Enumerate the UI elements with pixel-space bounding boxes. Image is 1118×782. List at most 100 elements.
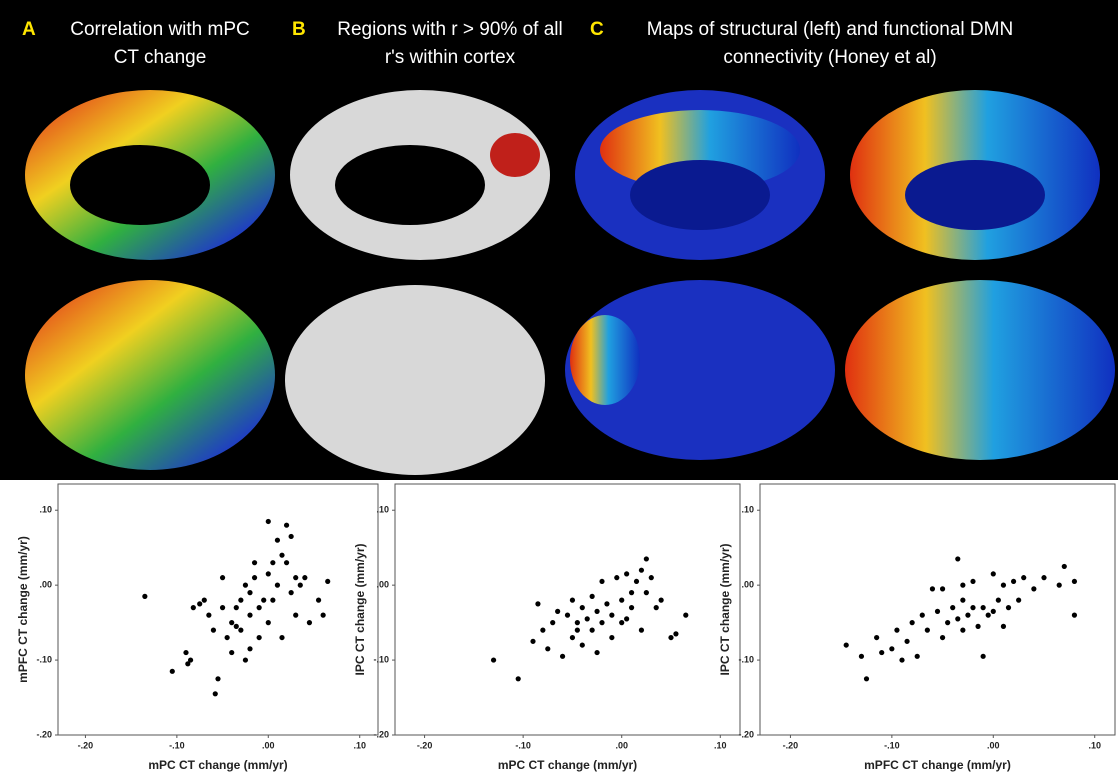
y-tick-label: .00	[741, 580, 754, 590]
scatter-point	[899, 657, 905, 663]
y-axis-label: IPC CT change (mm/yr)	[353, 543, 367, 675]
scatter-point	[279, 552, 285, 558]
scatter-point	[238, 597, 244, 603]
scatter-point	[960, 597, 966, 603]
scatter-point	[939, 586, 946, 592]
scatter-point	[283, 522, 290, 528]
scatter-point	[579, 605, 585, 611]
x-tick-label: -.10	[169, 740, 185, 750]
scatter-point	[297, 582, 303, 588]
scatter-point	[247, 646, 253, 652]
x-tick-label: -.10	[515, 740, 531, 750]
scatter-point	[206, 612, 212, 618]
scatter-point	[550, 620, 556, 626]
scatter-point	[633, 578, 640, 585]
scatter-point	[215, 676, 221, 682]
scatter-point	[251, 560, 258, 566]
scatter-point	[638, 627, 645, 633]
scatter-point	[843, 642, 849, 648]
scatter-point	[894, 627, 900, 633]
scatter-point	[609, 612, 615, 618]
scatter-point	[594, 649, 600, 656]
scatter-point	[279, 634, 285, 641]
scatter-point	[995, 597, 1001, 603]
scatter-point	[261, 597, 267, 603]
panel-title: Regions with r > 90% of all	[337, 19, 562, 40]
x-tick-label: .10	[714, 740, 727, 750]
scatter-point	[229, 620, 235, 626]
y-tick-label: .00	[376, 580, 389, 590]
scatter-point	[256, 605, 262, 611]
scatter-point	[274, 582, 281, 588]
scatter-point	[604, 601, 610, 607]
x-tick-label: -.10	[884, 740, 900, 750]
y-tick-label: .10	[39, 505, 52, 515]
scatter-point	[219, 575, 226, 581]
scatter-point	[1000, 623, 1007, 629]
scatter-point	[569, 597, 576, 603]
scatter-point	[283, 560, 290, 566]
panel-letter: B	[292, 19, 306, 40]
scatter-point	[1005, 605, 1012, 611]
panel-title: Maps of structural (left) and functional…	[647, 19, 1013, 40]
scatter-point	[599, 578, 605, 585]
scatter-point	[619, 620, 625, 626]
scatter-point	[212, 691, 218, 697]
scatter-point	[233, 605, 239, 611]
panel-title: r's within cortex	[385, 47, 516, 68]
scatter-point	[306, 620, 313, 626]
scatter-point	[1016, 597, 1022, 603]
scatter-point	[643, 556, 649, 562]
scatter-point	[142, 593, 148, 599]
scatter-point	[643, 590, 649, 596]
scatter-point	[960, 627, 966, 633]
y-tick-label: -.10	[373, 654, 389, 664]
x-tick-label: -.20	[417, 740, 433, 750]
scatter-point	[251, 575, 258, 581]
x-axis-label: mPC CT change (mm/yr)	[148, 758, 287, 772]
panel-letter: A	[22, 19, 36, 40]
scatter-point	[490, 657, 497, 663]
scatter-point	[950, 605, 956, 611]
scatter-point	[1071, 612, 1078, 618]
scatter-point	[975, 623, 981, 629]
scatter-point	[293, 575, 299, 581]
scatter-point	[210, 627, 217, 633]
scatter-point	[238, 627, 244, 633]
scatter-point	[545, 646, 551, 652]
x-tick-label: .00	[987, 740, 1000, 750]
scatter-point	[924, 627, 930, 633]
scatter-point	[929, 586, 936, 592]
scatter-point	[169, 668, 175, 674]
scatter-point	[270, 560, 276, 566]
scatter-point	[889, 646, 895, 652]
y-tick-label: -.10	[738, 654, 754, 664]
y-axis-label: mPFC CT change (mm/yr)	[16, 536, 30, 683]
scatter-point	[879, 649, 885, 656]
scatter-point	[658, 597, 664, 603]
scatter-point	[274, 537, 281, 543]
scatter-point	[990, 608, 996, 614]
scatter-point	[945, 620, 951, 626]
scatter-point	[683, 612, 689, 618]
y-tick-label: -.20	[373, 729, 389, 739]
scatter-point	[594, 608, 600, 614]
scatter-point	[628, 605, 635, 611]
scatter-point	[673, 631, 679, 637]
scatter-point	[265, 620, 271, 626]
scatter-point	[1031, 586, 1037, 592]
scatter-point	[197, 601, 203, 607]
scatter-point	[265, 571, 271, 577]
scatter-point	[624, 616, 630, 622]
scatter-point	[1061, 563, 1067, 570]
brain-images	[25, 90, 1115, 475]
scatter-point	[599, 620, 605, 626]
y-tick-label: .00	[39, 580, 52, 590]
scatter-point	[614, 575, 620, 581]
scatter-point	[584, 616, 590, 622]
x-tick-label: .00	[615, 740, 628, 750]
panel-title: CT change	[114, 47, 207, 68]
scatter-point	[540, 627, 546, 633]
scatter-point	[955, 616, 961, 622]
scatter-point	[1010, 578, 1017, 585]
